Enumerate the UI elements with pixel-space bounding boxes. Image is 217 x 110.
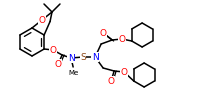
- Text: O: O: [55, 60, 62, 69]
- Text: O: O: [119, 35, 126, 43]
- Text: S: S: [80, 52, 86, 61]
- Text: N: N: [92, 52, 99, 61]
- Text: O: O: [121, 68, 128, 76]
- Text: O: O: [108, 76, 115, 85]
- Text: O: O: [50, 46, 57, 54]
- Text: Me: Me: [68, 70, 78, 76]
- Text: O: O: [100, 28, 107, 38]
- Text: N: N: [68, 53, 74, 62]
- Text: O: O: [38, 16, 46, 25]
